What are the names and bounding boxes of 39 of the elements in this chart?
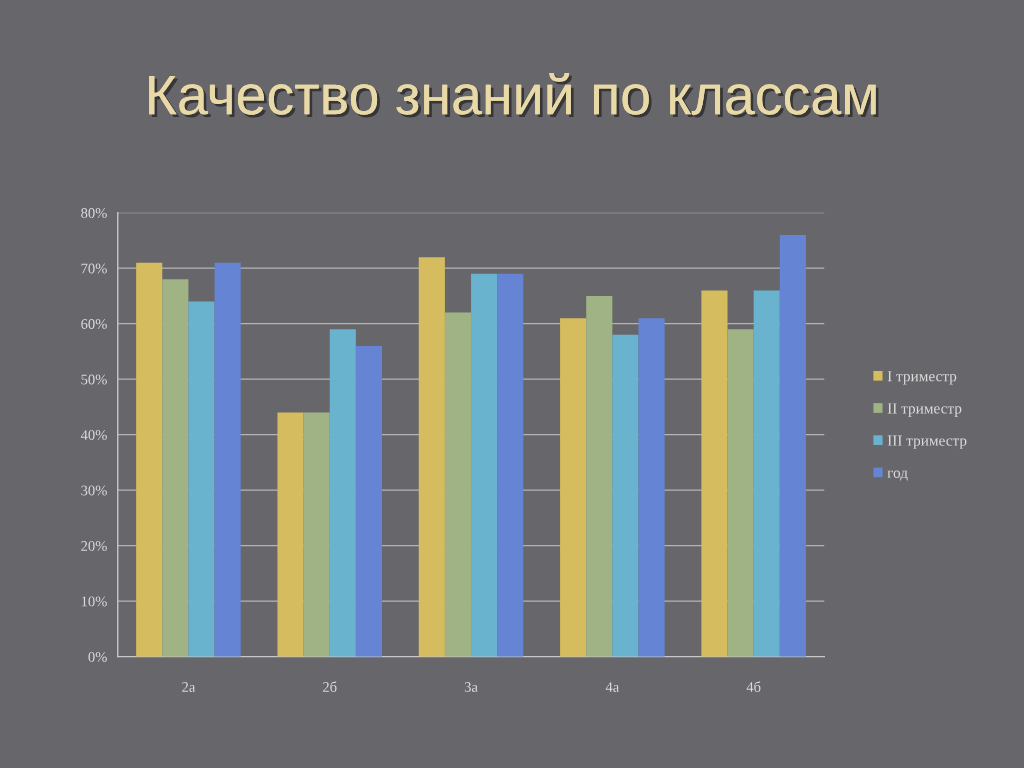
bar: [136, 262, 163, 657]
bar: [303, 412, 330, 657]
y-tick-label: 80%: [81, 208, 107, 218]
bar: [497, 273, 524, 657]
bar: [188, 301, 215, 657]
legend-label: III триместр: [887, 435, 967, 449]
bar: [444, 312, 472, 657]
legend-label: II триместр: [887, 403, 962, 417]
x-tick-label: 2а: [182, 682, 196, 692]
bar: [727, 329, 754, 657]
x-tick-label: 4а: [605, 682, 620, 692]
x-tick-label: 4б: [746, 681, 761, 692]
bar: [471, 273, 498, 657]
bar: [418, 257, 445, 657]
bar: [638, 318, 665, 657]
bar: [753, 290, 780, 657]
bar: [162, 279, 189, 657]
bar: [586, 295, 613, 657]
y-tick-label: 40%: [80, 430, 107, 440]
bar: [329, 329, 356, 657]
y-tick-label: 10%: [81, 596, 107, 607]
y-tick-label: 30%: [81, 485, 107, 496]
legend-label: I триместр: [887, 371, 957, 385]
x-tick-label: 3а: [464, 682, 478, 692]
y-tick-label: 60%: [81, 319, 107, 329]
bar: [560, 318, 587, 657]
bar: [214, 262, 241, 657]
y-tick-label: 70%: [81, 263, 107, 274]
bar: [277, 412, 304, 657]
chart-title: Качество знаний по классам: [149, 72, 879, 118]
legend-label: год: [887, 470, 908, 481]
bar: [612, 334, 639, 657]
bar: [779, 234, 806, 657]
y-tick-label: 20%: [81, 541, 107, 551]
bar: [701, 290, 728, 657]
y-tick-label: 0%: [88, 652, 107, 662]
x-tick-label: 2б: [323, 681, 337, 692]
bar: [355, 345, 383, 657]
y-tick-label: 50%: [81, 374, 107, 385]
